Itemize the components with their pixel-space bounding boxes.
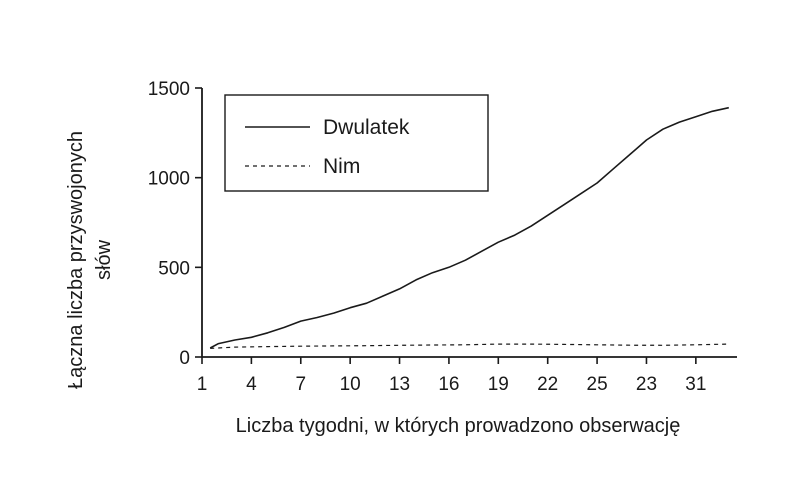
series-layer (209, 106, 729, 349)
x-tick-label: 13 (389, 374, 410, 395)
y-tick-label: 1000 (148, 169, 190, 190)
y-axis-title-line2: słów (93, 239, 115, 280)
x-tick-label: 16 (438, 374, 459, 395)
y-tick-label: 1500 (148, 79, 190, 100)
y-axis: 0 500 1000 1500 (148, 79, 203, 369)
y-axis-title-line1: Łączna liczba przyswojonych (65, 131, 87, 389)
legend-label-dwulatek: Dwulatek (323, 116, 410, 139)
x-tick-label: 4 (246, 374, 257, 395)
x-tick-label: 19 (488, 374, 509, 395)
x-axis: 1 4 7 10 13 16 19 22 25 23 31 (197, 356, 737, 395)
y-tick-label: 0 (179, 348, 190, 369)
x-tick-label: 25 (587, 374, 608, 395)
legend-box (224, 94, 489, 192)
legend: Dwulatek Nim (224, 94, 489, 192)
x-tick-label: 7 (295, 374, 306, 395)
x-ticks: 1 4 7 10 13 16 19 22 25 23 31 (197, 357, 706, 395)
y-tick-label: 500 (158, 258, 190, 279)
x-tick-label: 23 (636, 374, 657, 395)
x-tick-label: 10 (340, 374, 361, 395)
x-tick-label: 31 (685, 374, 706, 395)
x-tick-label: 22 (537, 374, 558, 395)
series-line-dwulatek (209, 106, 729, 349)
legend-label-nim: Nim (323, 155, 360, 178)
series-line-nim (210, 343, 729, 349)
y-ticks: 0 500 1000 1500 (148, 79, 202, 369)
x-axis-title: Liczba tygodni, w których prowadzono obs… (236, 415, 681, 437)
x-tick-label: 1 (197, 374, 208, 395)
